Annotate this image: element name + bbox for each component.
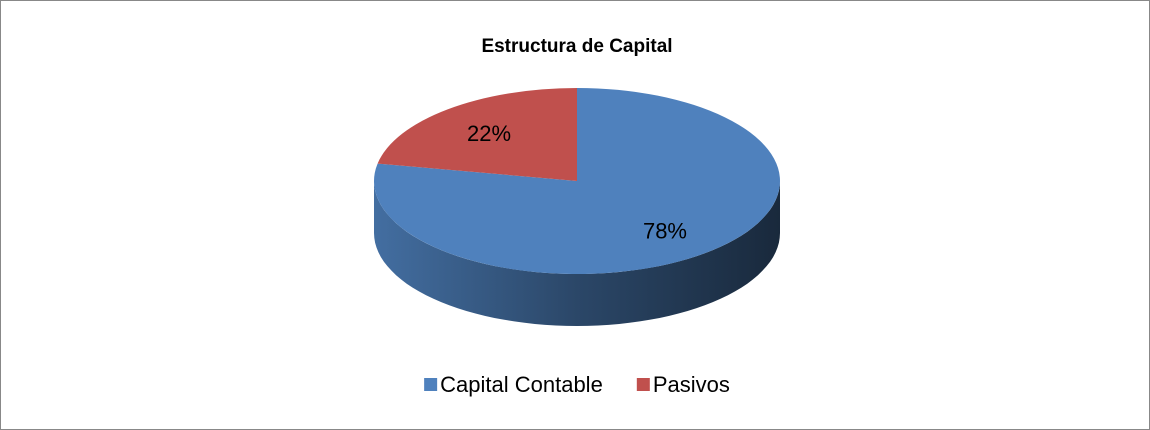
slice-side bbox=[374, 181, 780, 326]
data-label: 78% bbox=[643, 219, 687, 244]
chart-title: Estructura de Capital bbox=[481, 36, 672, 57]
data-label: 22% bbox=[467, 121, 511, 146]
pie-slice bbox=[377, 88, 577, 181]
legend-swatch bbox=[636, 378, 650, 391]
legend-label: Capital Contable bbox=[440, 372, 603, 397]
pie-slice bbox=[374, 88, 781, 274]
legend-label: Pasivos bbox=[653, 372, 730, 397]
legend-swatch bbox=[424, 378, 438, 391]
